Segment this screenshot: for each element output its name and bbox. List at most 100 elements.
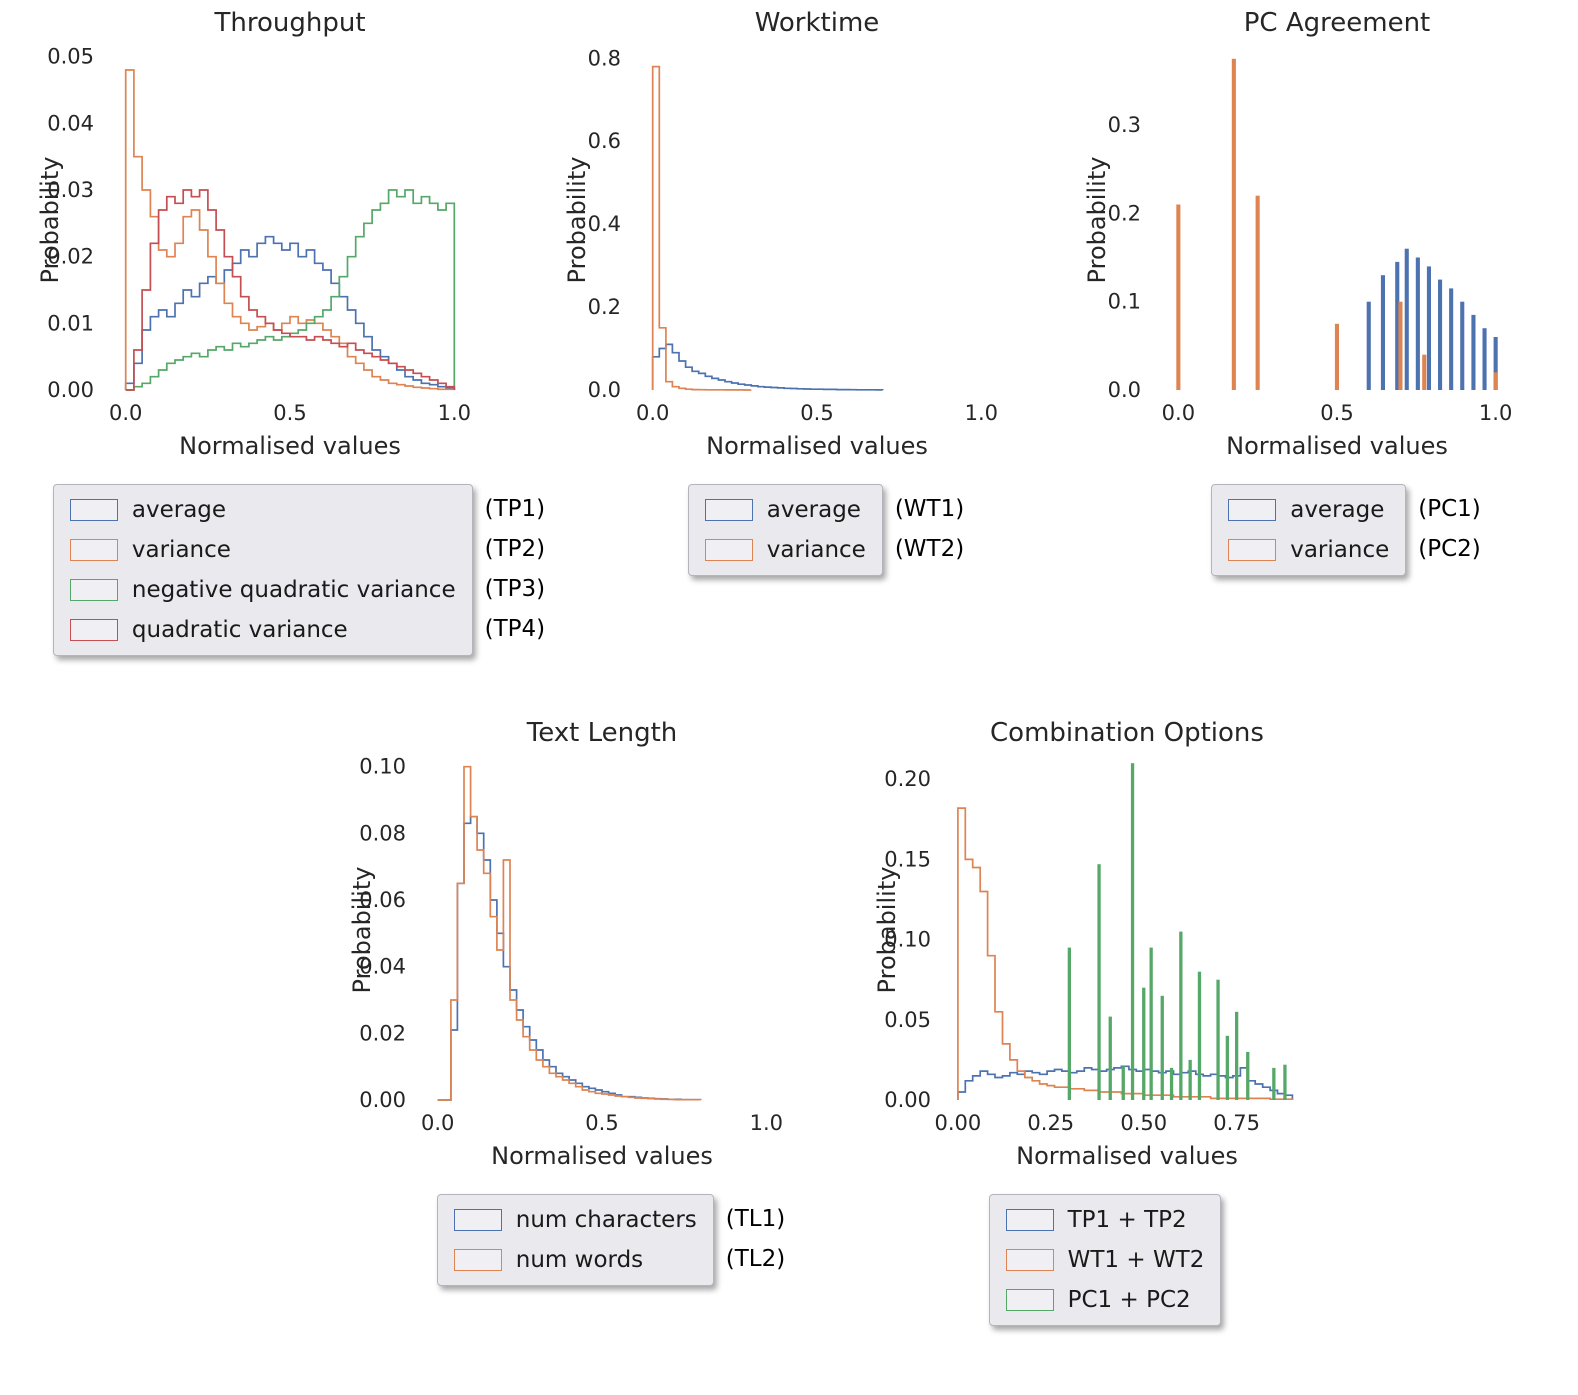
legend-tag: (PC1) [1418,496,1481,522]
plot-wrap: Probability 0.0 0.1 0.2 0.3 0.0 0.5 1.0 [1065,40,1565,436]
series-bar [1067,947,1071,1100]
y-tick-label: 0.1 [1108,290,1141,314]
legend-label: TP1 + TP2 [1067,1207,1187,1233]
plot-wrap: Probability 0.00 0.05 0.10 0.15 0.20 0.00 0.25… [855,750,1355,1146]
legend: average variance negative quadratic vari… [18,484,545,656]
series-bar [1438,279,1443,390]
series-bar [1216,979,1220,1100]
legend-box: average variance [687,484,883,576]
legend-label: variance [766,537,866,563]
plot-area: 0.0 0.2 0.4 0.6 0.8 0.0 0.5 1.0 [588,46,998,425]
legend-tag: (TP4) [484,616,546,642]
legend-item: variance [69,533,456,567]
plot-wrap: Probability 0.00 0.01 0.02 0.03 0.04 0.05 0.0 0… [18,40,518,436]
series-bar [1334,323,1339,390]
series-bar [1272,1067,1276,1100]
x-axis-label: Normalised values [179,432,401,460]
legend-label: quadratic variance [131,617,348,643]
plot-area: 0.00 0.02 0.04 0.06 0.08 0.10 0.0 0.5 1.0 [359,755,783,1135]
legend-tag: (PC2) [1418,536,1481,562]
y-tick-label: 0.00 [359,1088,406,1112]
chart-title: PC Agreement [1243,8,1431,38]
series-step-line [437,765,702,1101]
series-bar [1160,995,1164,1100]
chart-throughput: Throughput Probability 0.00 0.01 0.02 0.03 0… [18,8,545,656]
x-tick-label: 1.0 [750,1111,783,1135]
legend-tag: (WT1) [894,496,965,522]
legend-item: average [69,493,456,527]
legend-box: average variance negative quadratic vari… [52,484,473,656]
chart-title: Throughput [214,8,366,38]
series-bar [1225,1035,1229,1100]
legend-box: num characters num words [436,1194,714,1286]
x-tick-label: 0.75 [1213,1111,1260,1135]
plot-wrap: Probability 0.00 0.02 0.04 0.06 0.08 0.10 0.0 0… [330,750,830,1146]
y-tick-label: 0.02 [359,1021,406,1045]
legend-swatch [453,1209,502,1231]
x-tick-label: 1.0 [1479,401,1512,425]
legend-swatch [1005,1249,1054,1271]
series-bar [1471,314,1476,390]
y-tick-label: 0.4 [588,212,621,236]
legend-item: average [1228,493,1389,527]
x-tick-label: 0.5 [585,1111,618,1135]
series-bar [1142,987,1146,1100]
y-tick-label: 0.20 [884,767,931,791]
series-bar [1169,1067,1174,1100]
x-axis-label: Normalised values [706,432,928,460]
y-tick-label: 0.8 [588,46,621,70]
series-bar [1130,763,1135,1100]
series-bar [1366,301,1371,390]
legend-label: PC1 + PC2 [1067,1287,1191,1313]
series-bar [1482,328,1487,390]
legend-swatch [704,539,753,561]
series-bar [1493,372,1498,390]
x-tick-label: 1.0 [438,401,471,425]
series-step-line [125,189,456,391]
series-bar [1179,931,1183,1100]
series-bar [1415,257,1420,390]
series-bar [1197,971,1202,1100]
chart-title: Worktime [754,8,880,38]
legend-swatch [69,619,118,641]
x-tick-label: 0.5 [273,401,306,425]
x-tick-label: 0.25 [1027,1111,1074,1135]
x-tick-label: 0.00 [934,1111,981,1135]
series-step-line [651,65,752,391]
x-tick-label: 0.5 [800,401,833,425]
series-step-line [957,1065,1294,1100]
chart-worktime: Worktime Probability 0.0 0.2 0.4 0.6 0.8 0.0 0… [545,8,1045,576]
x-axis-label: Normalised values [1016,1142,1238,1170]
plot-area: 0.00 0.01 0.02 0.03 0.04 0.05 0.0 0.5 1.0 [47,45,471,425]
legend-item: negative quadratic variance [69,573,456,607]
legend-swatch [704,499,753,521]
legend-label: num words [515,1247,644,1273]
legend-swatch [1005,1289,1054,1311]
legend-swatch [1228,539,1277,561]
x-tick-label: 0.5 [1320,401,1353,425]
y-tick-label: 0.3 [1108,113,1141,137]
legend-label: average [131,497,227,523]
series-step-line [124,235,456,390]
series-bar [1108,1016,1112,1100]
legend-item: num characters [453,1203,697,1237]
series-bar [1097,864,1101,1100]
legend-label: negative quadratic variance [131,577,456,603]
y-tick-label: 0.04 [359,955,406,979]
series-step-line [125,189,456,391]
chart-text-length: Text Length Probability 0.00 0.02 0.04 0.06… [330,718,830,1286]
y-tick-label: 0.05 [47,45,94,69]
y-tick-label: 0.05 [884,1008,931,1032]
series-step-line [957,807,1294,1101]
series-bar [1121,1066,1125,1100]
y-tick-label: 0.06 [359,888,406,912]
series-step-line [437,815,702,1101]
x-tick-label: 0.0 [421,1111,454,1135]
legend-item: variance [704,533,866,567]
y-tick-label: 0.03 [47,178,94,202]
plot-area: 0.0 0.1 0.2 0.3 0.0 0.5 1.0 [1108,58,1512,425]
legend-tags: (PC1) (PC2) [1406,484,1481,576]
legend-box: average variance [1211,484,1407,576]
x-axis-label: Normalised values [491,1142,713,1170]
